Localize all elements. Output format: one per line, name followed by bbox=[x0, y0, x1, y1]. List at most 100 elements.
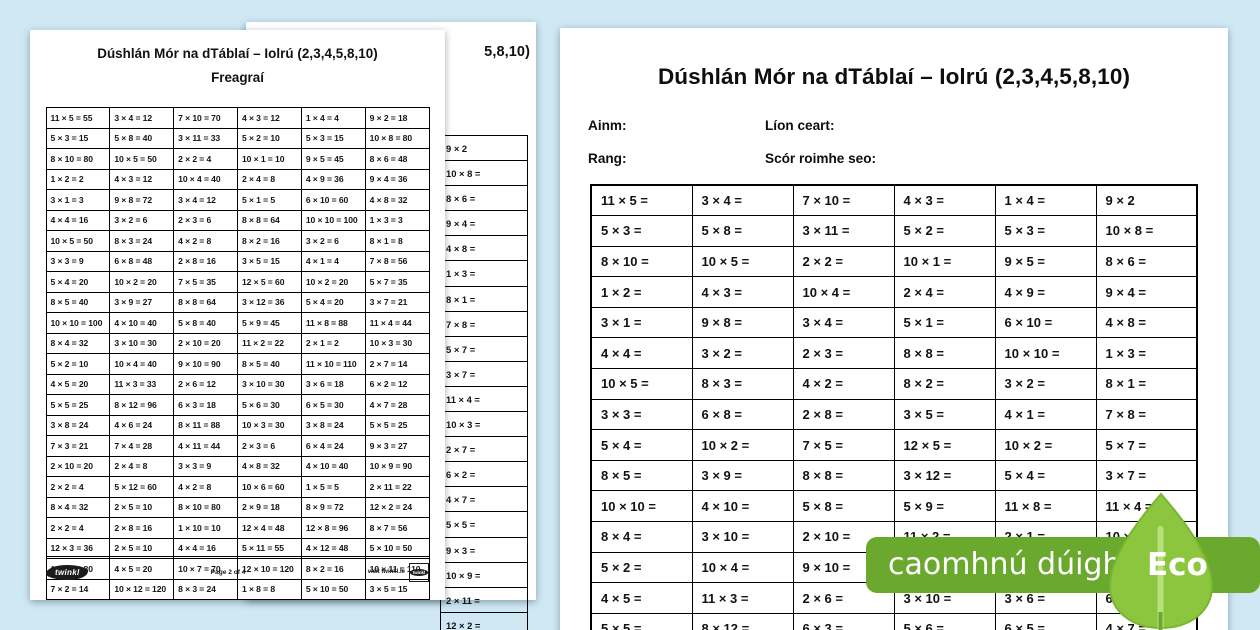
page-number-label: Page 2 of 4 bbox=[210, 568, 246, 576]
table-cell: 5 × 6 = 30 bbox=[236, 394, 302, 416]
table-cell: 10 × 12 = 120 bbox=[109, 578, 175, 600]
table-cell: 2 × 2 = 4 bbox=[45, 476, 111, 498]
class-field-label: Rang: bbox=[588, 151, 627, 166]
table-cell: 4 × 2 = bbox=[792, 368, 895, 400]
table-cell: 2 × 10 = bbox=[792, 521, 895, 553]
table-cell: 6 × 5 = bbox=[994, 612, 1097, 630]
table-cell: 3 × 12 = bbox=[893, 459, 996, 492]
table-cell: 5 × 3 = bbox=[590, 215, 693, 247]
eco-badge-overlay: caomhnú dúigh Eco bbox=[866, 492, 1260, 630]
table-cell: 8 × 6 = 48 bbox=[364, 148, 430, 170]
table-cell: 2 × 10 = 20 bbox=[45, 455, 111, 477]
table-cell: 10 × 5 = 50 bbox=[45, 230, 111, 252]
table-cell: 3 × 8 = 24 bbox=[300, 414, 366, 436]
table-cell: 4 × 3 = bbox=[691, 276, 794, 308]
worksheet-meta-fields: Ainm: Líon ceart: Rang: Scór roimhe seo: bbox=[588, 118, 1148, 166]
table-cell: 2 × 11 = bbox=[441, 588, 527, 613]
table-cell: 1 × 2 = bbox=[590, 276, 693, 308]
table-cell: 9 × 10 = 90 bbox=[173, 353, 238, 375]
table-row: 4 × 4 = 3 × 2 = 2 × 3 = 8 × 8 = 10 × 10 = 1 ×… bbox=[590, 337, 1198, 370]
table-cell: 3 × 2 = bbox=[691, 337, 794, 370]
answers-table: 11 × 5 = 55 3 × 4 = 12 7 × 10 = 70 4 × 3 = … bbox=[45, 107, 430, 600]
table-cell: 4 × 8 = 32 bbox=[364, 189, 430, 211]
meta-row-class: Rang: Scór roimhe seo: bbox=[588, 151, 1148, 166]
table-cell: 3 × 6 = 18 bbox=[300, 373, 366, 395]
table-cell: 3 × 2 = 6 bbox=[109, 209, 175, 231]
table-cell: 4 × 4 = 16 bbox=[45, 209, 111, 231]
answers-page-subtitle: Freagraí bbox=[211, 70, 264, 85]
table-cell: 2 × 3 = 6 bbox=[173, 209, 238, 231]
table-cell: 5 × 2 = bbox=[590, 551, 693, 584]
table-cell: 5 × 4 = 20 bbox=[45, 271, 111, 293]
table-cell: 4 × 5 = bbox=[590, 582, 693, 614]
questions-worksheet-page[interactable]: Dúshlán Mór na dTáblaí – Iolrú (2,3,4,5,… bbox=[560, 28, 1228, 630]
table-cell: 8 × 8 = 64 bbox=[236, 209, 302, 231]
meta-row-name: Ainm: Líon ceart: bbox=[588, 118, 1148, 133]
table-cell: 9 × 4 = bbox=[1095, 276, 1198, 308]
table-cell: 3 × 1 = bbox=[590, 306, 693, 339]
table-cell: 4 × 8 = bbox=[441, 236, 527, 262]
visit-twinkl-text: visit twinkl.ie bbox=[367, 569, 405, 575]
table-cell: 8 × 4 = bbox=[590, 521, 693, 553]
table-cell: 9 × 2 bbox=[441, 136, 527, 162]
table-row: 10 × 10 = 100 4 × 10 = 40 5 × 8 = 40 5 × 9 … bbox=[45, 312, 430, 334]
table-cell: 12 × 4 = 48 bbox=[236, 517, 302, 539]
table-cell: 4 × 9 = 36 bbox=[300, 168, 366, 190]
table-cell: 3 × 7 = 21 bbox=[364, 291, 430, 313]
table-cell: 8 × 2 = bbox=[893, 368, 996, 400]
table-cell: 6 × 8 = 48 bbox=[109, 250, 175, 272]
table-cell: 4 × 8 = 32 bbox=[236, 455, 302, 477]
table-cell: 3 × 12 = 36 bbox=[236, 291, 302, 313]
table-cell: 12 × 5 = bbox=[893, 429, 996, 461]
table-cell: 4 × 7 = 28 bbox=[364, 394, 430, 416]
table-cell: 6 × 5 = 30 bbox=[300, 394, 366, 416]
table-cell: 5 × 3 = bbox=[994, 215, 1097, 247]
table-cell: 5 × 2 = bbox=[893, 215, 996, 247]
table-cell: 4 × 3 = 12 bbox=[109, 168, 175, 190]
table-cell: 11 × 8 = bbox=[994, 490, 1097, 523]
table-cell: 8 × 5 = 40 bbox=[236, 353, 302, 375]
eco-badge-text: caomhnú dúigh bbox=[888, 547, 1122, 582]
table-cell: 10 × 2 = bbox=[994, 429, 1097, 461]
table-cell: 5 × 9 = 45 bbox=[236, 312, 302, 334]
table-cell: 5 × 4 = bbox=[590, 429, 693, 461]
table-cell: 8 × 3 = 24 bbox=[173, 578, 238, 600]
table-cell: 1 × 5 = 5 bbox=[300, 476, 366, 498]
answers-worksheet-page[interactable]: Dúshlán Mór na dTáblaí – Iolrú (2,3,4,5,… bbox=[30, 30, 445, 600]
table-cell: 3 × 7 = bbox=[1095, 459, 1198, 492]
table-cell: 10 × 2 = 20 bbox=[109, 271, 175, 293]
table-cell: 2 × 11 = 22 bbox=[364, 476, 430, 498]
table-cell: 5 × 5 = 25 bbox=[45, 394, 111, 416]
table-cell: 5 × 5 = 25 bbox=[364, 414, 430, 436]
eco-badge-word: Eco bbox=[1147, 547, 1208, 583]
table-cell: 10 × 9 = 90 bbox=[364, 455, 430, 477]
questions-table: 11 × 5 = 3 × 4 = 7 × 10 = 4 × 3 = 1 × 4 = 9 ×… bbox=[590, 184, 1198, 630]
table-cell: 10 × 5 = 50 bbox=[109, 148, 175, 170]
table-cell: 3 × 8 = 24 bbox=[45, 414, 111, 436]
table-cell: 3 × 10 = 30 bbox=[236, 373, 302, 395]
table-cell: 9 × 8 = bbox=[691, 306, 794, 339]
table-cell: 10 × 1 = bbox=[893, 245, 996, 278]
table-cell: 2 × 2 = bbox=[792, 245, 895, 278]
table-cell: 8 × 12 = bbox=[691, 612, 794, 630]
table-cell: 7 × 3 = 21 bbox=[45, 435, 111, 457]
table-cell: 3 × 5 = bbox=[893, 398, 996, 431]
table-cell: 10 × 6 = 60 bbox=[236, 476, 302, 498]
table-cell: 4 × 3 = 12 bbox=[236, 107, 302, 129]
table-cell: 5 × 3 = 15 bbox=[300, 127, 366, 149]
table-cell: 5 × 10 = 50 bbox=[300, 578, 366, 600]
table-cell: 11 × 5 = 55 bbox=[45, 107, 111, 129]
table-cell: 10 × 10 = bbox=[590, 490, 693, 523]
table-cell: 3 × 5 = 15 bbox=[364, 578, 430, 600]
table-cell: 4 × 10 = 40 bbox=[109, 312, 175, 334]
table-cell: 4 × 1 = bbox=[994, 398, 1097, 431]
table-row: 8 × 10 = 10 × 5 = 2 × 2 = 10 × 1 = 9 × 5 = 8 … bbox=[590, 245, 1198, 278]
table-cell: 9 × 5 = bbox=[994, 245, 1097, 278]
table-cell: 8 × 6 = bbox=[1095, 245, 1198, 278]
table-cell: 5 × 5 = bbox=[441, 512, 527, 538]
table-cell: 11 × 4 = bbox=[441, 387, 527, 413]
